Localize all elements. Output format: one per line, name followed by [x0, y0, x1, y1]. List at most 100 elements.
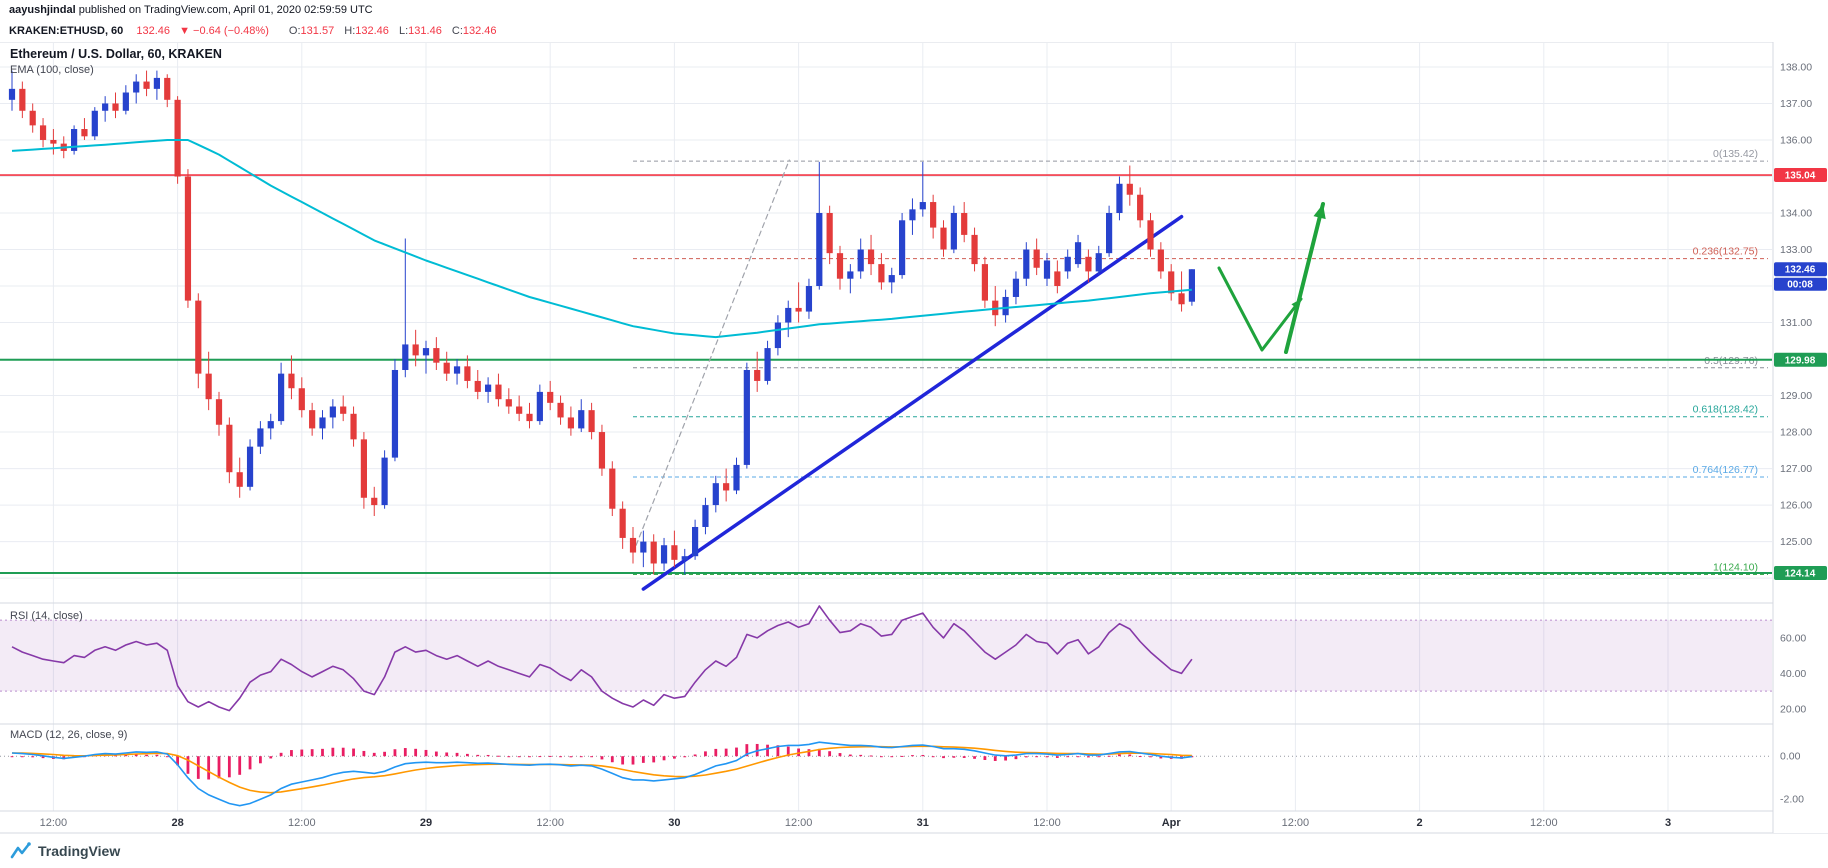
low-value: 131.46: [408, 25, 442, 37]
candle-body: [164, 77, 171, 100]
candle-body: [422, 348, 430, 356]
candle-body: [702, 505, 709, 527]
fib-level-label: 0.764(126.77): [1693, 464, 1758, 476]
candle-body: [112, 103, 119, 111]
fib-level-label: 1(124.10): [1713, 561, 1758, 573]
price-tick-label: 127.00: [1780, 463, 1812, 475]
candle-body: [1012, 278, 1020, 297]
price-axis-badge: [1774, 352, 1827, 367]
tradingview-logo-icon[interactable]: [10, 840, 32, 862]
price-axis[interactable]: 138.00 137.00 136.00 134.00 133.00 131.00 129.…: [1772, 42, 1828, 833]
symbol-title[interactable]: KRAKEN:ETHUSD, 60: [9, 25, 124, 37]
candle-body: [940, 227, 947, 250]
candle-body: [433, 348, 440, 363]
candle-body: [143, 81, 150, 89]
publish-byline-bar: aayushjindal published on TradingView.co…: [0, 0, 1828, 21]
grid-layer: [0, 43, 1772, 811]
candle-body: [961, 212, 968, 235]
high-label: H:: [344, 25, 356, 37]
candle-body: [267, 421, 274, 429]
candle-body: [909, 209, 916, 221]
candle-body: [847, 271, 854, 279]
candle-body: [919, 202, 926, 210]
candle-body: [1178, 293, 1185, 305]
candle-body: [536, 391, 543, 422]
candle-body: [857, 249, 864, 272]
time-tick-label: 31: [917, 817, 929, 829]
candle-body: [578, 410, 585, 429]
time-tick-label: 12:00: [536, 817, 564, 829]
candle-body: [1054, 271, 1061, 287]
tradingview-brand-text[interactable]: TradingView: [38, 843, 121, 859]
candle-body: [1023, 249, 1030, 279]
macd-tick-label: -2.00: [1780, 794, 1804, 806]
candle-body: [453, 366, 461, 374]
trendlines: [635, 159, 1184, 591]
candle-body: [826, 212, 833, 254]
time-tick-label: 12:00: [1530, 817, 1558, 829]
candle-body: [371, 497, 378, 506]
candle-body: [867, 249, 875, 265]
time-tick-label: Apr: [1162, 817, 1182, 829]
candle-body: [153, 77, 160, 89]
symbol-info-bar: KRAKEN:ETHUSD, 60 132.46 ▼ −0.64 (−0.48%…: [0, 21, 1828, 42]
rsi-tick-label: 20.00: [1780, 703, 1806, 715]
time-tick-label: 12:00: [785, 817, 813, 829]
candle-body: [567, 417, 574, 429]
candle-body: [526, 413, 533, 422]
arrow-head: [1313, 204, 1326, 220]
price-tick-label: 133.00: [1780, 244, 1812, 256]
price-axis-badge-text: 124.14: [1785, 568, 1816, 579]
price-tick-label: 137.00: [1780, 98, 1812, 110]
candle-body: [29, 110, 36, 126]
candle-body: [743, 369, 750, 465]
candle-body: [205, 373, 212, 400]
candle-body: [391, 369, 399, 458]
candle-body: [660, 545, 668, 564]
price-axis-badge-text: 132.46: [1785, 265, 1816, 276]
time-tick-label: 12:00: [40, 817, 68, 829]
time-tick-label: 2: [1417, 817, 1423, 829]
candle-body: [350, 413, 357, 440]
candle-body: [971, 234, 978, 265]
candle-body: [930, 202, 937, 228]
open-value: 131.57: [300, 25, 335, 37]
high-value: 132.46: [355, 25, 389, 37]
macd-histogram: [10, 743, 1194, 780]
price-tick-label: 128.00: [1780, 427, 1812, 439]
candle-body: [547, 391, 554, 403]
candle-body: [1147, 220, 1154, 250]
candle-body: [1106, 212, 1113, 254]
candle-body: [278, 373, 285, 422]
price-axis-badge: [1774, 565, 1827, 580]
price-tick-label: 136.00: [1780, 134, 1812, 146]
candle-body: [360, 439, 367, 498]
candle-body: [1116, 183, 1123, 213]
candle-body: [81, 129, 88, 137]
price-axis-badge-text: 135.04: [1785, 171, 1816, 182]
byline-text: published on TradingView.com, April 01, …: [75, 4, 373, 16]
candle-body: [723, 483, 730, 491]
candle-body: [184, 176, 192, 301]
candle-body: [598, 432, 606, 469]
candle-body: [629, 537, 637, 553]
candles-layer: [8, 70, 1195, 575]
candle-body: [764, 348, 771, 381]
price-axis-badge: [1774, 277, 1827, 291]
open-label: O:: [288, 25, 301, 37]
time-axis[interactable]: 12:00 28 12:00 29 12:00 30 12:00 31 12:00 Apr 12:0…: [40, 817, 1671, 829]
candle-body: [174, 99, 181, 177]
fib-level-label: 0.618(128.42): [1693, 404, 1758, 416]
candle-body: [39, 125, 47, 140]
price-change: ▼ −0.64 (−0.48%): [179, 25, 269, 37]
candle-body: [340, 406, 347, 414]
time-tick-label: 12:00: [288, 817, 316, 829]
candle-body: [557, 402, 564, 418]
footer-bar: TradingView: [0, 834, 1828, 868]
author-name[interactable]: aayushjindal: [9, 4, 76, 16]
up-arrow: [1217, 266, 1303, 352]
candle-body: [19, 88, 26, 111]
rsi-line: [11, 605, 1193, 712]
macd-signal-line: [11, 745, 1192, 794]
